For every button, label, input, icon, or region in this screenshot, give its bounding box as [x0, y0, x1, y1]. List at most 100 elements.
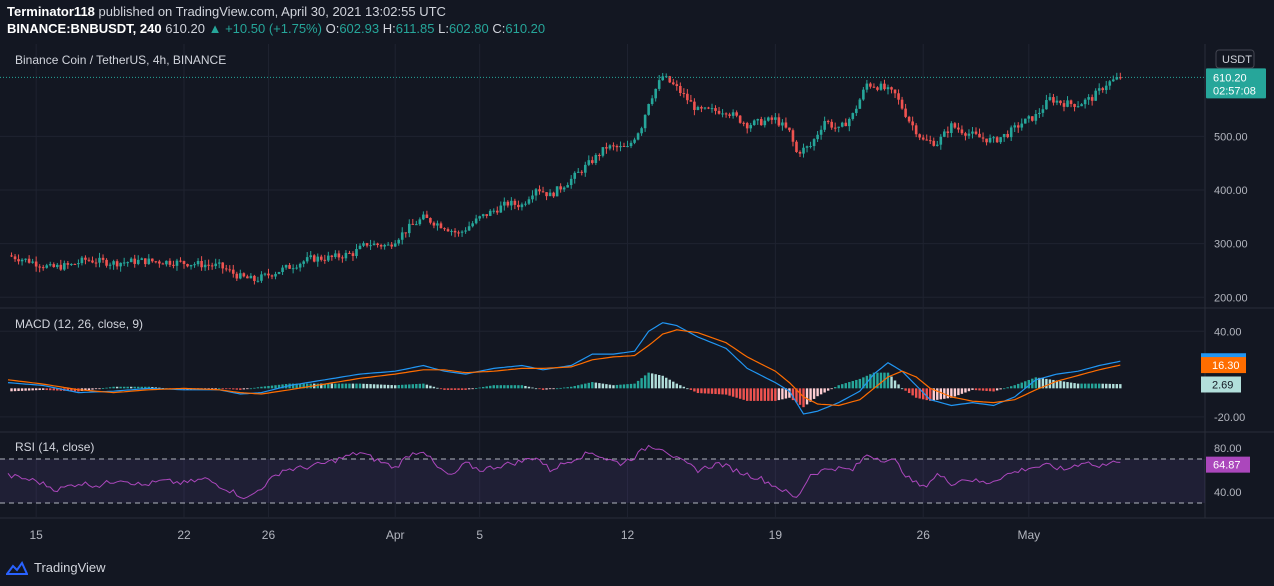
macd-histogram-bar: [52, 388, 55, 391]
candle-body: [907, 116, 911, 122]
macd-histogram-bar: [834, 387, 837, 389]
macd-histogram-bar: [45, 388, 48, 391]
macd-histogram-bar: [622, 384, 626, 389]
candle-body: [1016, 125, 1020, 128]
macd-histogram-bar: [552, 388, 555, 390]
candle-body: [879, 83, 883, 90]
candle-body: [615, 145, 619, 148]
macd-histogram-bar: [263, 386, 267, 389]
candle-body: [291, 268, 295, 270]
macd-histogram-bar: [510, 385, 513, 389]
candle-body: [457, 232, 460, 234]
macd-histogram-bar: [812, 388, 816, 399]
author-name[interactable]: Terminator118: [7, 4, 95, 19]
macd-histogram-bar: [137, 386, 140, 389]
macd-histogram-bar: [372, 384, 376, 389]
tradingview-logo[interactable]: TradingView: [6, 560, 106, 575]
candle-body: [978, 133, 981, 138]
macd-histogram-bar: [823, 388, 826, 393]
macd-histogram-bar: [467, 388, 471, 390]
candle-body: [119, 262, 122, 267]
macd-histogram-bar: [890, 376, 893, 389]
candle-body: [98, 257, 101, 263]
macd-histogram-bar: [735, 388, 738, 398]
candle-body: [928, 140, 932, 142]
macd-histogram-bar: [133, 386, 136, 389]
currency-button: [1215, 49, 1255, 69]
candle-body: [608, 145, 612, 149]
candle-body: [246, 276, 249, 279]
macd-histogram-bar: [1062, 381, 1066, 389]
candle-body: [122, 262, 126, 264]
candle-body: [52, 264, 56, 267]
macd-histogram-bar: [31, 388, 34, 391]
macd-histogram-bar: [555, 388, 559, 390]
macd-histogram-bar: [126, 386, 129, 389]
candle-body: [143, 258, 147, 265]
candle-body: [70, 263, 73, 265]
candle-body: [17, 259, 20, 262]
candle-body: [791, 130, 795, 142]
macd-series-line-1: [7, 329, 1121, 407]
candle-body: [925, 139, 929, 141]
macd-histogram-bar: [746, 388, 749, 401]
macd-histogram-bar: [1105, 383, 1108, 389]
macd-histogram-bar: [122, 386, 126, 389]
candle-body: [200, 260, 203, 268]
macd-histogram-bar: [897, 384, 900, 389]
macd-histogram-bar: [151, 387, 154, 389]
candle-body: [91, 260, 94, 263]
macd-histogram-bar: [1027, 379, 1030, 389]
open-value: 602.93: [339, 21, 380, 36]
macd-histogram-bar: [640, 378, 643, 389]
macd-histogram-bar: [830, 388, 833, 390]
macd-histogram-bar: [527, 386, 531, 389]
macd-histogram-bar: [256, 387, 260, 389]
macd-histogram-bar: [900, 388, 904, 390]
candle-body: [488, 210, 492, 216]
macd-histogram-bar: [295, 383, 298, 389]
macd-histogram-bar: [665, 377, 668, 389]
candle-body: [1073, 103, 1076, 107]
macd-histogram-bar: [534, 388, 538, 390]
candle-body: [717, 110, 721, 114]
candle-body: [1006, 134, 1009, 138]
macd-histogram-bar: [450, 388, 453, 390]
candle-body: [788, 127, 791, 131]
macd-histogram-bar: [953, 388, 957, 397]
macd-histogram-bar: [594, 382, 598, 389]
symbol-name[interactable]: BINANCE:BNBUSDT, 240: [7, 21, 162, 36]
macd-histogram-bar: [337, 383, 341, 389]
macd-histogram-bar: [914, 388, 918, 398]
macd-histogram-bar: [851, 381, 854, 389]
candle-body: [436, 223, 439, 226]
candle-body: [629, 142, 633, 147]
time-tick-label: 5: [476, 528, 483, 542]
macd-histogram-bar: [42, 388, 45, 390]
candle-body: [686, 93, 689, 101]
macd-histogram-bar: [918, 388, 921, 399]
macd-histogram-bar: [598, 383, 601, 389]
candle-body: [217, 262, 221, 264]
macd-histogram-bar: [784, 388, 788, 399]
macd-histogram-bar: [474, 388, 478, 389]
macd-histogram-bar: [70, 388, 73, 392]
tradingview-logo-icon: [6, 560, 28, 575]
candle-body: [20, 259, 24, 262]
chart-area[interactable]: 500.00 400.00 300.00 200.00 610.20 02:57:08 Bi…: [0, 44, 1274, 550]
macd-histogram-bar: [742, 388, 745, 400]
candle-body: [847, 118, 851, 127]
candle-body: [467, 226, 471, 231]
macd-histogram-bar: [277, 384, 281, 389]
macd-histogram-bar: [654, 374, 657, 389]
candle-body: [643, 114, 647, 129]
candle-body: [24, 258, 27, 260]
macd-histogram-bar: [967, 388, 971, 392]
macd-histogram-bar: [1017, 383, 1020, 389]
macd-histogram-bar: [541, 388, 545, 390]
macd-histogram-bar: [1034, 377, 1038, 389]
macd-histogram-bar: [629, 383, 633, 389]
macd-histogram-bar: [432, 386, 436, 389]
candle-body: [499, 205, 503, 213]
